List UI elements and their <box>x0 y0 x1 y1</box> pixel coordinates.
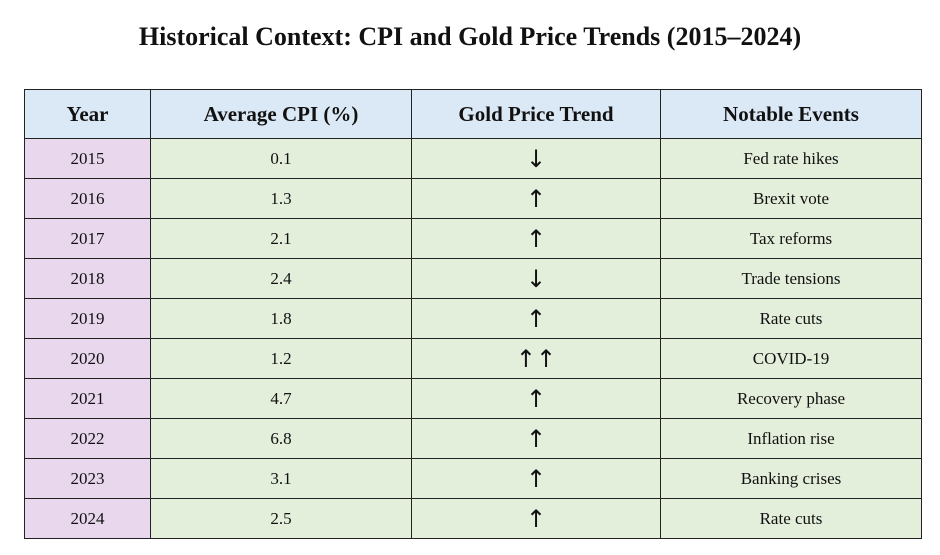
trend-arrow-icon: ↑ <box>411 298 661 339</box>
trend-arrow-icon: ↓ <box>411 258 661 299</box>
year-cell: 2019 <box>24 298 151 339</box>
header-average-cpi: Average CPI (%) <box>150 89 412 139</box>
cpi-cell: 2.5 <box>150 498 412 539</box>
year-cell: 2022 <box>24 418 151 459</box>
table-row: 2021 4.7 ↑ Recovery phase <box>24 378 922 419</box>
event-cell: Rate cuts <box>660 498 922 539</box>
cpi-cell: 2.1 <box>150 218 412 259</box>
table-row: 2017 2.1 ↑ Tax reforms <box>24 218 922 259</box>
trend-arrow-icon: ↑ <box>411 218 661 259</box>
cpi-cell: 3.1 <box>150 458 412 499</box>
cpi-cell: 1.3 <box>150 178 412 219</box>
table-row: 2016 1.3 ↑ Brexit vote <box>24 178 922 219</box>
cpi-cell: 6.8 <box>150 418 412 459</box>
event-cell: Tax reforms <box>660 218 922 259</box>
year-cell: 2015 <box>24 138 151 179</box>
cpi-cell: 4.7 <box>150 378 412 419</box>
cpi-gold-table: Year Average CPI (%) Gold Price Trend No… <box>24 89 922 539</box>
year-cell: 2023 <box>24 458 151 499</box>
event-cell: Inflation rise <box>660 418 922 459</box>
event-cell: Banking crises <box>660 458 922 499</box>
table-row: 2019 1.8 ↑ Rate cuts <box>24 298 922 339</box>
cpi-cell: 1.2 <box>150 338 412 379</box>
trend-arrow-icon: ↑ <box>411 458 661 499</box>
event-cell: Fed rate hikes <box>660 138 922 179</box>
table-row: 2022 6.8 ↑ Inflation rise <box>24 418 922 459</box>
table-row: 2024 2.5 ↑ Rate cuts <box>24 498 922 539</box>
page-title: Historical Context: CPI and Gold Price T… <box>138 22 802 51</box>
table-header-row: Year Average CPI (%) Gold Price Trend No… <box>24 89 922 139</box>
year-cell: 2017 <box>24 218 151 259</box>
trend-arrow-icon: ↑ <box>411 498 661 539</box>
year-cell: 2021 <box>24 378 151 419</box>
table-row: 2018 2.4 ↓ Trade tensions <box>24 258 922 299</box>
year-cell: 2020 <box>24 338 151 379</box>
trend-arrow-icon: ↑↑ <box>411 338 661 379</box>
year-cell: 2018 <box>24 258 151 299</box>
table-body: 2015 0.1 ↓ Fed rate hikes 2016 1.3 ↑ Brexit vot… <box>24 138 922 539</box>
trend-arrow-icon: ↑ <box>411 378 661 419</box>
header-year: Year <box>24 89 151 139</box>
header-notable-events: Notable Events <box>660 89 922 139</box>
header-gold-price-trend: Gold Price Trend <box>411 89 661 139</box>
cpi-cell: 1.8 <box>150 298 412 339</box>
event-cell: Recovery phase <box>660 378 922 419</box>
event-cell: Trade tensions <box>660 258 922 299</box>
year-cell: 2016 <box>24 178 151 219</box>
cpi-cell: 0.1 <box>150 138 412 179</box>
event-cell: Rate cuts <box>660 298 922 339</box>
trend-arrow-icon: ↑ <box>411 178 661 219</box>
table-row: 2023 3.1 ↑ Banking crises <box>24 458 922 499</box>
event-cell: COVID-19 <box>660 338 922 379</box>
year-cell: 2024 <box>24 498 151 539</box>
table-row: 2020 1.2 ↑↑ COVID-19 <box>24 338 922 379</box>
trend-arrow-icon: ↓ <box>411 138 661 179</box>
table-row: 2015 0.1 ↓ Fed rate hikes <box>24 138 922 179</box>
trend-arrow-icon: ↑ <box>411 418 661 459</box>
event-cell: Brexit vote <box>660 178 922 219</box>
cpi-cell: 2.4 <box>150 258 412 299</box>
